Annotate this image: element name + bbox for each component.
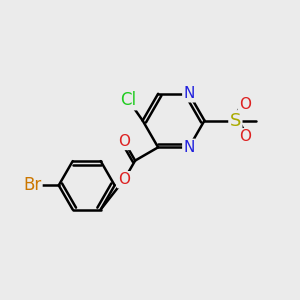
Text: O: O — [239, 97, 251, 112]
Text: S: S — [230, 112, 241, 130]
Text: Br: Br — [23, 176, 41, 194]
Text: O: O — [239, 129, 251, 144]
Text: N: N — [183, 140, 195, 155]
Text: O: O — [118, 172, 130, 187]
Text: Cl: Cl — [120, 91, 136, 109]
Text: N: N — [183, 86, 195, 101]
Text: O: O — [118, 134, 130, 149]
